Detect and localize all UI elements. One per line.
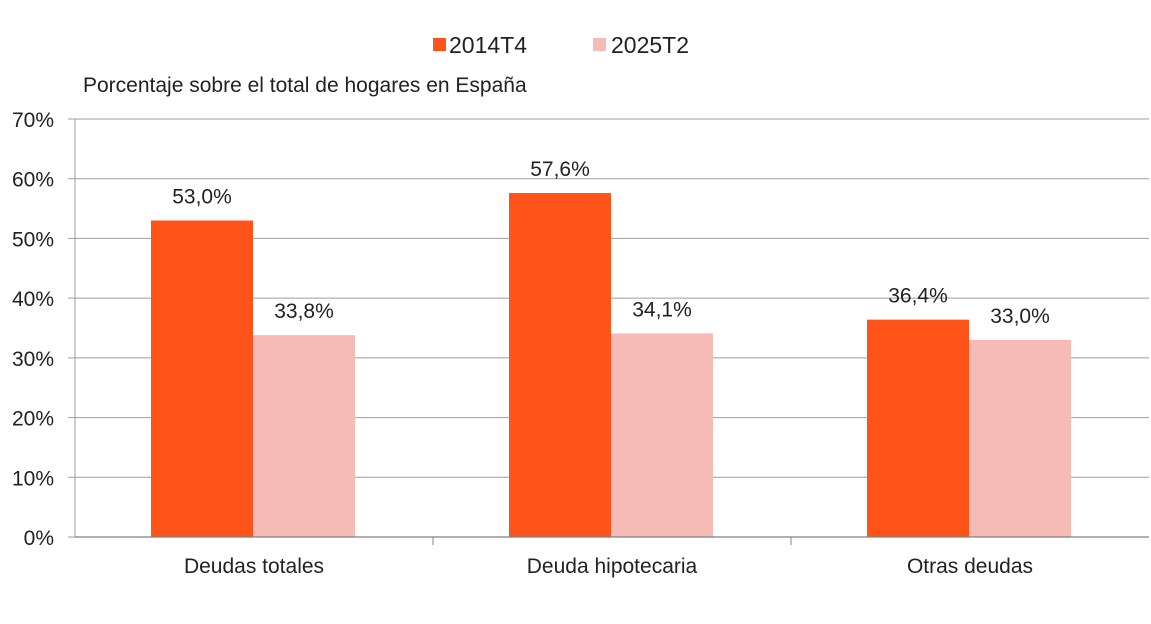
data-label-2014t4-otras-deudas: 36,4% [888,285,948,308]
data-labels: 53,0% 33,8% 57,6% 34,1% 36,4% 33,0% [172,158,1050,328]
y-tick-label: 40% [12,288,54,311]
y-tick-label: 10% [12,467,54,490]
bar-2014t4-deuda-hipotecaria [509,193,611,537]
data-label-2014t4-deudas-totales: 53,0% [172,186,232,209]
x-category-label-otras-deudas: Otras deudas [907,555,1033,578]
bar-2014t4-deudas-totales [151,220,253,537]
chart-subtitle: Porcentaje sobre el total de hogares en … [83,74,527,97]
bar-2025t2-deuda-hipotecaria [611,333,713,537]
legend-swatch-2014t4 [433,38,446,51]
bar-2025t2-otras-deudas [969,339,1071,537]
legend-label-2025t2: 2025T2 [611,32,689,58]
chart-legend: 2014T4 2025T2 [433,32,689,58]
y-tick-label: 60% [12,169,54,192]
data-label-2025t2-deudas-totales: 33,8% [274,300,334,323]
data-label-2014t4-deuda-hipotecaria: 57,6% [530,158,590,181]
x-axis: Deudas totales Deuda hipotecaria Otras deu… [75,536,1149,578]
data-label-2025t2-deuda-hipotecaria: 34,1% [632,298,692,321]
y-axis: 0% 10% 20% 30% 40% 50% 60% 70% [12,109,76,550]
legend-swatch-2025t2 [593,38,606,51]
y-tick-label: 0% [24,527,54,550]
bar-2025t2-deudas-totales [253,335,355,537]
bars [151,193,1071,537]
data-label-2025t2-otras-deudas: 33,0% [990,305,1050,328]
y-tick-label: 30% [12,348,54,371]
y-tick-label: 70% [12,109,54,132]
x-category-label-deudas-totales: Deudas totales [184,555,324,578]
y-tick-label: 20% [12,408,54,431]
x-category-label-deuda-hipotecaria: Deuda hipotecaria [527,555,698,578]
bar-2014t4-otras-deudas [867,319,969,537]
legend-label-2014t4: 2014T4 [449,32,527,58]
y-tick-label: 50% [12,228,54,251]
